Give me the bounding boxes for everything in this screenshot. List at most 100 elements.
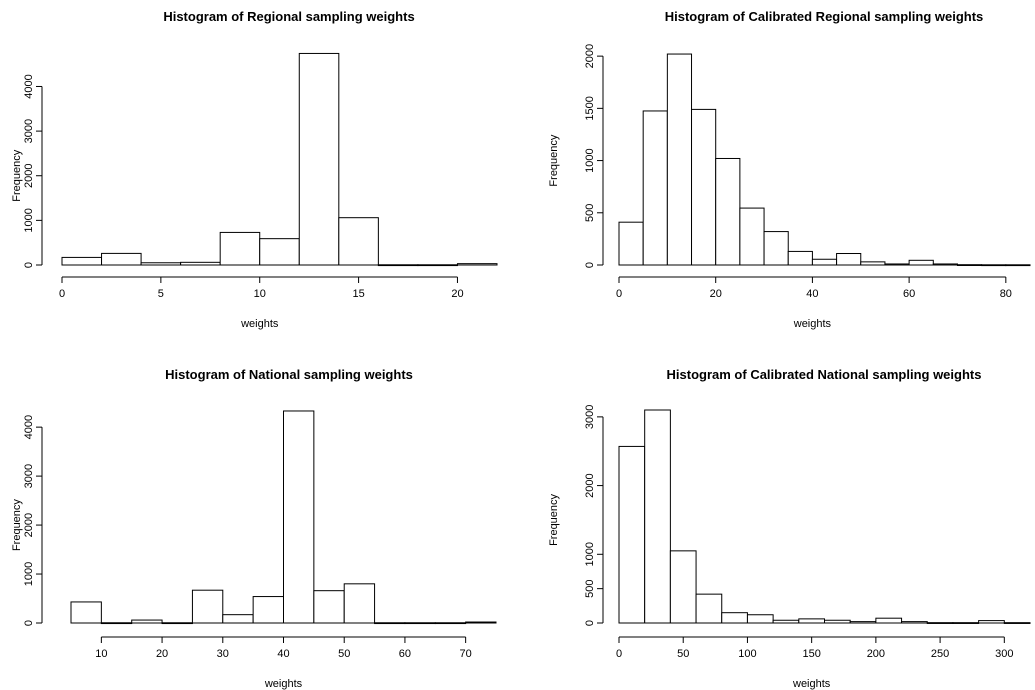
y-tick-label: 1000: [584, 542, 596, 566]
histogram-bar: [798, 618, 825, 624]
histogram-bar: [849, 621, 877, 624]
histogram-bar: [252, 596, 284, 624]
histogram-bar: [417, 264, 458, 267]
histogram-bar: [691, 108, 717, 266]
x-tick-label: 100: [738, 648, 756, 660]
histogram-bar: [642, 110, 668, 266]
x-tick-label: 0: [616, 648, 622, 660]
histogram-bar: [666, 53, 693, 266]
x-axis-label: weights: [264, 678, 303, 690]
histogram-bar: [161, 622, 193, 625]
x-axis-label: weights: [792, 678, 831, 690]
histogram-bar: [669, 550, 697, 624]
histogram-bar: [932, 263, 958, 266]
y-axis-label: Frequency: [11, 149, 23, 201]
chart-title: Histogram of Calibrated National samplin…: [667, 367, 982, 382]
y-tick-label: 0: [584, 262, 596, 268]
histogram-bar: [787, 250, 813, 266]
x-tick-label: 20: [451, 288, 463, 300]
y-tick-label: 3000: [23, 119, 35, 143]
x-tick-label: 10: [95, 648, 107, 660]
x-tick-label: 20: [156, 648, 168, 660]
histogram-bar: [746, 614, 774, 624]
panel-calibrated-regional: Histogram of Calibrated Regional samplin…: [548, 9, 1031, 330]
histogram-bar: [434, 622, 467, 625]
histogram-bar: [824, 619, 851, 624]
x-tick-label: 60: [399, 648, 411, 660]
histogram-bar: [644, 409, 671, 624]
histogram-bar: [140, 262, 182, 266]
x-tick-label: 15: [352, 288, 364, 300]
x-tick-label: 30: [217, 648, 229, 660]
histogram-bar: [313, 590, 345, 624]
histogram-bar: [465, 621, 497, 624]
y-tick-label: 500: [584, 579, 596, 597]
histogram-bar: [259, 238, 300, 266]
y-tick-label: 2000: [584, 473, 596, 497]
chart-title: Histogram of Regional sampling weights: [163, 9, 414, 24]
chart-title: Histogram of Calibrated Regional samplin…: [665, 9, 984, 24]
x-tick-label: 150: [802, 648, 820, 660]
histogram-bar: [283, 410, 315, 624]
histogram-bar: [298, 52, 340, 266]
y-tick-label: 2000: [584, 44, 596, 68]
y-tick-label: 0: [584, 620, 596, 626]
y-axis-label: Frequency: [548, 493, 560, 545]
x-tick-label: 50: [677, 648, 689, 660]
y-tick-label: 3000: [584, 405, 596, 429]
x-tick-label: 40: [806, 288, 818, 300]
x-tick-label: 200: [867, 648, 885, 660]
y-tick-label: 1000: [23, 208, 35, 232]
histogram-bar: [101, 252, 142, 266]
x-tick-label: 0: [616, 288, 622, 300]
panel-national: Histogram of National sampling weights w…: [11, 367, 497, 690]
histogram-bar: [721, 612, 748, 624]
x-tick-label: 20: [710, 288, 722, 300]
histogram-bar: [763, 231, 789, 266]
x-tick-label: 300: [995, 648, 1013, 660]
x-axis-label: weights: [240, 318, 279, 330]
histogram-bar: [901, 621, 928, 624]
histogram-bar: [338, 217, 379, 266]
histogram-bar: [695, 593, 723, 624]
histogram-bar: [836, 253, 862, 266]
histogram-bar: [860, 261, 886, 266]
x-tick-label: 0: [59, 288, 65, 300]
y-tick-label: 4000: [23, 415, 35, 439]
y-tick-label: 0: [23, 262, 35, 268]
y-tick-label: 2000: [23, 163, 35, 187]
histogram-bar: [404, 622, 436, 625]
histogram-bar: [978, 620, 1005, 624]
y-axis-label: Frequency: [11, 499, 23, 551]
histogram-bar: [180, 261, 221, 266]
histogram-bar: [618, 221, 644, 266]
histogram-bar: [456, 263, 498, 266]
y-tick-label: 1000: [584, 148, 596, 172]
y-axis-label: Frequency: [548, 134, 560, 186]
histogram-bar: [908, 259, 934, 266]
y-tick-label: 3000: [23, 464, 35, 488]
histogram-bar: [715, 157, 741, 266]
histogram-bar: [100, 622, 133, 625]
chart-title: Histogram of National sampling weights: [165, 367, 413, 382]
x-tick-label: 80: [1000, 288, 1012, 300]
histogram-bar: [956, 264, 983, 266]
y-tick-label: 0: [23, 620, 35, 626]
x-tick-label: 5: [158, 288, 164, 300]
panel-calibrated-national: Histogram of Calibrated National samplin…: [548, 367, 1031, 690]
y-tick-label: 1000: [23, 562, 35, 586]
histogram-bar: [926, 622, 954, 624]
histogram-bar: [70, 601, 102, 624]
histogram-bar: [374, 622, 406, 625]
histogram-bar: [61, 256, 103, 266]
x-tick-label: 10: [254, 288, 266, 300]
y-tick-label: 1500: [584, 96, 596, 120]
histogram-bar: [618, 445, 646, 624]
histogram-bar: [811, 258, 838, 266]
histogram-bar: [131, 619, 163, 624]
panel-regional: Histogram of Regional sampling weights w…: [11, 9, 498, 330]
histogram-bar: [219, 231, 261, 266]
x-tick-label: 40: [277, 648, 289, 660]
histogram-bar: [1005, 264, 1031, 267]
